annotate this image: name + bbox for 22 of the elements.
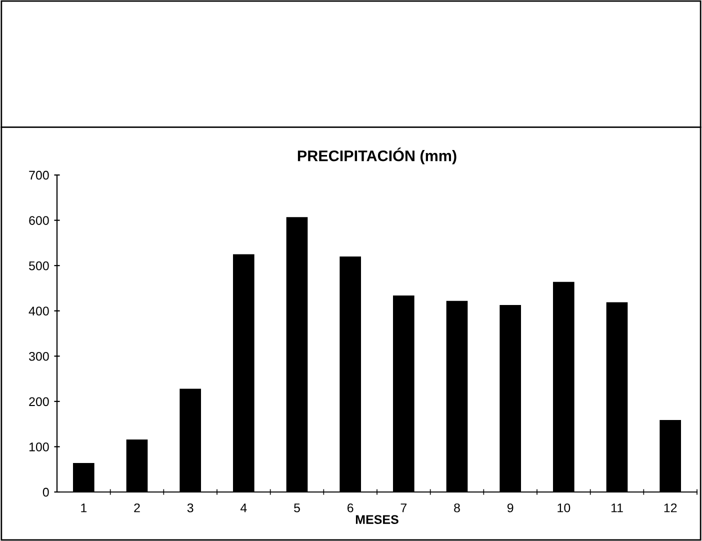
x-tick-label: 5: [294, 504, 300, 512]
chart-title: PRECIPITACIÓN (mm): [298, 148, 456, 164]
y-tick-label: 300: [28, 352, 49, 361]
x-tick-label: 9: [507, 503, 514, 512]
x-tick-label: 6: [347, 503, 354, 512]
x-axis-title: MESES: [356, 515, 398, 524]
y-tick-label: 0: [42, 488, 49, 497]
y-tick-label: 700: [29, 170, 49, 180]
y-tick-label: 100: [29, 442, 49, 452]
x-tick-label: 12: [664, 503, 677, 512]
y-tick-label: 200: [29, 397, 49, 406]
y-tick-label: 600: [29, 216, 49, 225]
x-tick-label: 8: [454, 503, 460, 512]
x-tick-label: 1: [81, 504, 87, 512]
x-tick-label: 2: [134, 503, 140, 512]
x-tick-label: 11: [611, 504, 623, 512]
y-tick-label: 500: [29, 261, 49, 270]
x-tick-label: 10: [558, 503, 570, 512]
x-tick-label: 4: [240, 504, 247, 512]
x-tick-label: 7: [400, 504, 407, 512]
x-tick-label: 3: [187, 503, 194, 512]
y-tick-label: 400: [28, 306, 49, 316]
